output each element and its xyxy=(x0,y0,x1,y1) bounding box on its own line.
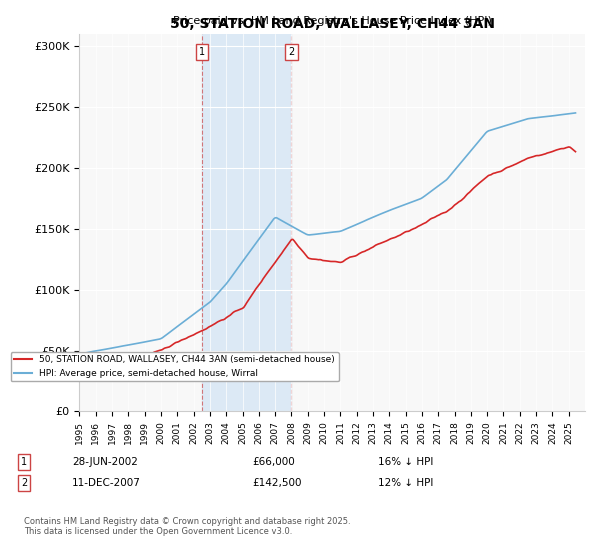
Text: Price paid vs. HM Land Registry's House Price Index (HPI): Price paid vs. HM Land Registry's House … xyxy=(173,16,491,26)
Text: 11-DEC-2007: 11-DEC-2007 xyxy=(72,478,141,488)
Legend: 50, STATION ROAD, WALLASEY, CH44 3AN (semi-detached house), HPI: Average price, : 50, STATION ROAD, WALLASEY, CH44 3AN (se… xyxy=(11,352,339,381)
Text: 1: 1 xyxy=(21,457,27,467)
Text: 16% ↓ HPI: 16% ↓ HPI xyxy=(378,457,433,467)
Text: 1: 1 xyxy=(199,47,205,57)
Text: Contains HM Land Registry data © Crown copyright and database right 2025.
This d: Contains HM Land Registry data © Crown c… xyxy=(24,517,350,536)
Text: 12% ↓ HPI: 12% ↓ HPI xyxy=(378,478,433,488)
Text: £66,000: £66,000 xyxy=(252,457,295,467)
Text: 2: 2 xyxy=(21,478,27,488)
Title: 50, STATION ROAD, WALLASEY, CH44 3AN: 50, STATION ROAD, WALLASEY, CH44 3AN xyxy=(170,17,495,31)
Bar xyxy=(202,34,292,412)
Text: 28-JUN-2002: 28-JUN-2002 xyxy=(72,457,138,467)
Text: £142,500: £142,500 xyxy=(252,478,302,488)
Text: 2: 2 xyxy=(289,47,295,57)
